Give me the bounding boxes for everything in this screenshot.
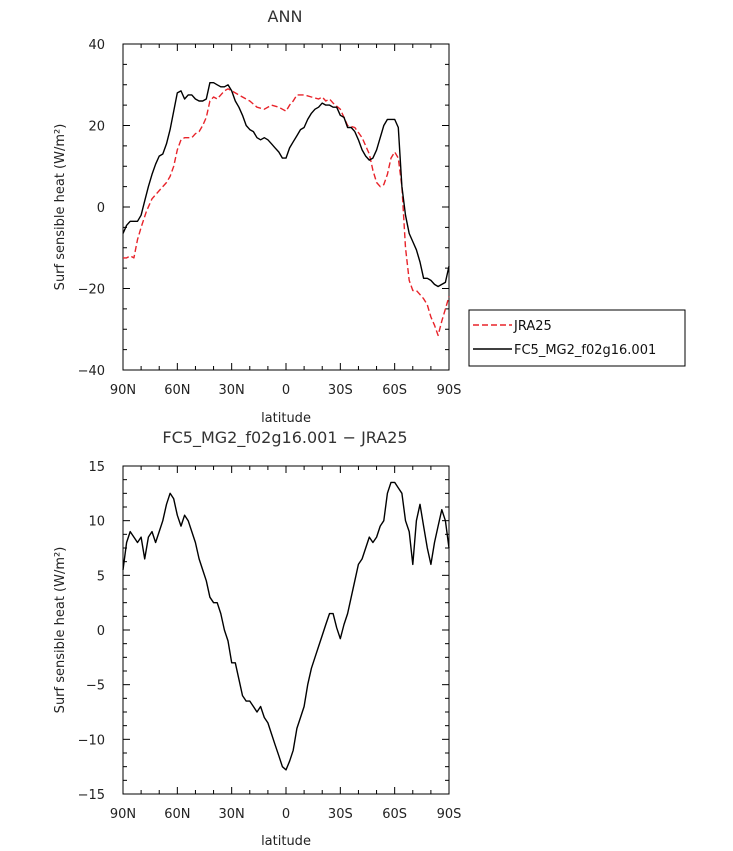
x-axis-label: latitude — [261, 834, 311, 849]
panel-title: ANN — [268, 7, 303, 26]
y-tick-label: 15 — [88, 460, 105, 475]
data-lines — [122, 81, 450, 337]
panel-title: FC5_MG2_f02g16.001 − JRA25 — [162, 428, 407, 448]
plot-frame — [122, 43, 450, 371]
difference-panel: FC5_MG2_f02g16.001 − JRA25 latitude Surf… — [53, 428, 461, 849]
axis-ticks: 90N 60N 30N 0 30S 60S 90S 40 20 0 −20 −40 — [78, 38, 462, 398]
x-tick-label: 90S — [437, 383, 462, 398]
y-axis-label: Surf sensible heat (W/m²) — [53, 547, 68, 714]
series-line-0 — [123, 88, 450, 337]
y-tick-label: −5 — [86, 679, 105, 694]
series-line-1 — [122, 81, 450, 288]
x-tick-label: 60S — [382, 383, 407, 398]
y-tick-label: 20 — [88, 120, 105, 135]
x-axis-label: latitude — [261, 411, 311, 426]
x-tick-label: 30S — [328, 383, 353, 398]
y-tick-label: −40 — [78, 364, 105, 379]
y-tick-label: −10 — [78, 733, 105, 748]
y-tick-label: −20 — [78, 283, 105, 298]
legend: JRA25 FC5_MG2_f02g16.001 — [468, 309, 686, 367]
x-tick-label: 90N — [110, 383, 136, 398]
y-axis-label: Surf sensible heat (W/m²) — [53, 124, 68, 291]
annual-comparison-panel: ANN latitude Surf sensible heat (W/m²) 9… — [53, 7, 461, 426]
x-tick-label: 90N — [110, 807, 136, 822]
y-tick-label: 5 — [97, 569, 105, 584]
legend-label-jra25: JRA25 — [513, 319, 552, 334]
x-tick-label: 60N — [164, 807, 190, 822]
y-tick-label: −15 — [78, 788, 105, 803]
legend-box — [468, 309, 686, 367]
series-line-0 — [122, 481, 450, 771]
data-lines — [122, 481, 450, 771]
y-tick-label: 10 — [88, 515, 105, 530]
y-tick-label: 0 — [97, 201, 105, 216]
x-tick-label: 60S — [382, 807, 407, 822]
x-tick-label: 30S — [328, 807, 353, 822]
plot-frame — [122, 465, 450, 795]
x-tick-label: 90S — [437, 807, 462, 822]
y-tick-label: 40 — [88, 38, 105, 53]
x-tick-label: 0 — [282, 383, 290, 398]
x-tick-label: 0 — [282, 807, 290, 822]
y-tick-label: 0 — [97, 624, 105, 639]
x-tick-label: 30N — [219, 807, 245, 822]
x-tick-label: 30N — [219, 383, 245, 398]
x-tick-label: 60N — [164, 383, 190, 398]
legend-label-model: FC5_MG2_f02g16.001 — [514, 343, 656, 358]
axis-ticks: 90N 60N 30N 0 30S 60S 90S 15 10 5 0 −5 −10 −15 — [78, 460, 462, 822]
